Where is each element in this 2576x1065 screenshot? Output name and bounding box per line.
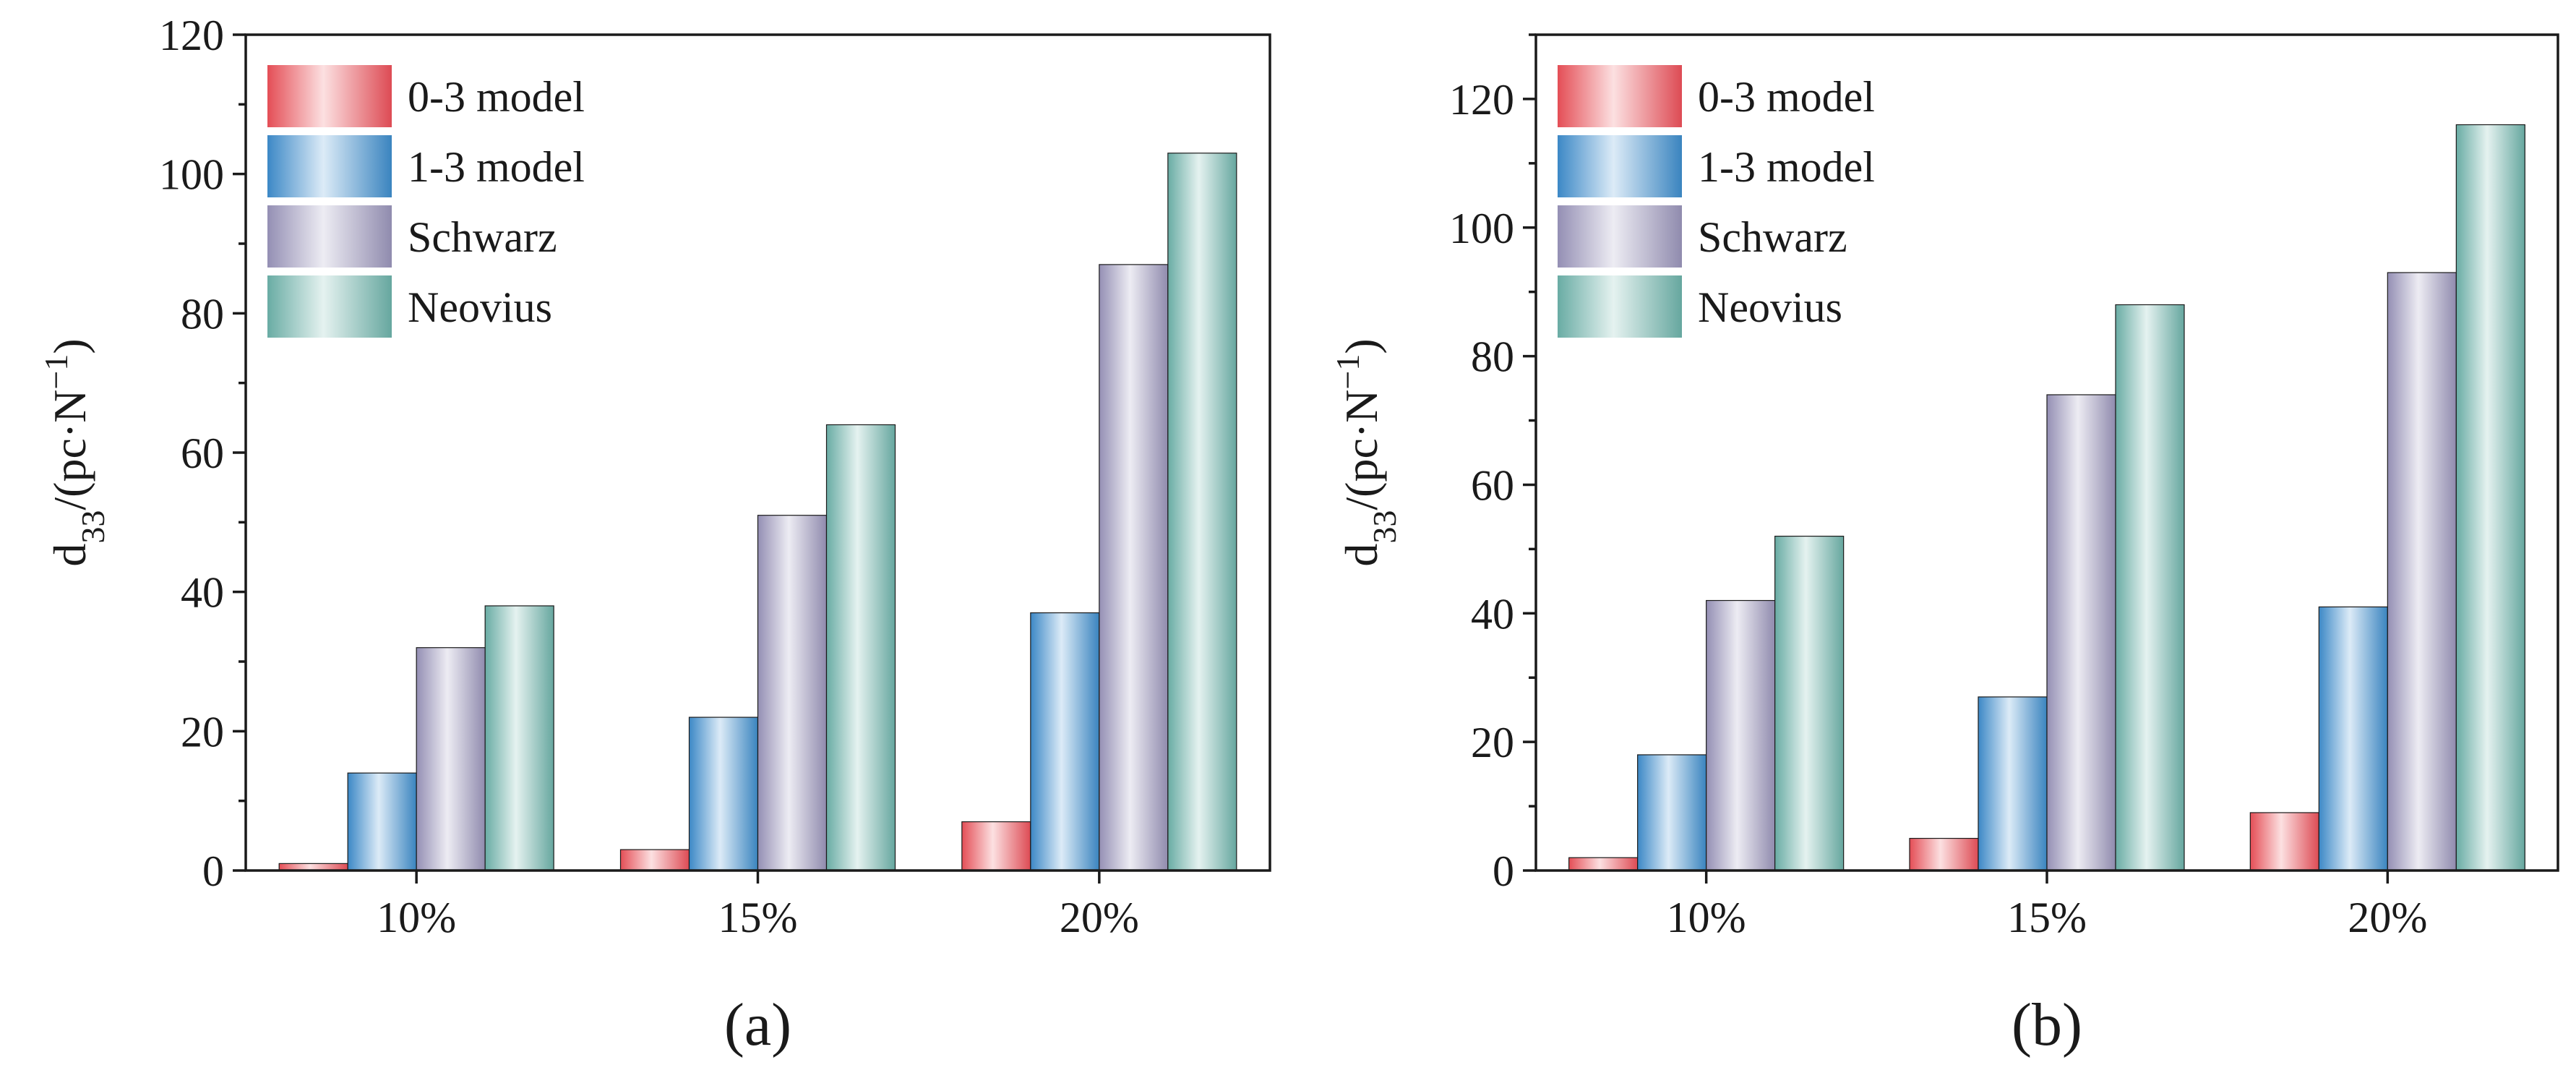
bar-1-3-model-20pct (2318, 606, 2388, 871)
y-label-close: ) (44, 338, 95, 354)
bar-0-3-model-15pct (1909, 837, 1979, 871)
x-tick-label: 15% (2007, 894, 2087, 941)
bar-schwarz-15pct (757, 515, 828, 871)
bar-1-3-model-10pct (347, 772, 417, 871)
bar-neovius-20pct (1167, 153, 1237, 871)
y-tick-label: 80 (181, 290, 224, 338)
y-tick-label: 0 (202, 847, 224, 895)
legend-label: 0-3 model (1698, 73, 1875, 121)
y-label-close: ) (1336, 338, 1387, 354)
legend-swatch-neovius (267, 275, 392, 338)
bar-schwarz-10pct (1706, 599, 1776, 871)
x-tick-label: 10% (377, 894, 456, 941)
bar-1-3-model-20pct (1030, 612, 1100, 871)
legend-swatch-schwarz (267, 205, 392, 268)
y-label-sub: 33 (74, 510, 111, 544)
bar-0-3-model-15pct (619, 849, 690, 871)
legend-swatch-neovius (1558, 275, 1682, 338)
bar-neovius-10pct (1774, 535, 1845, 871)
bar-neovius-15pct (2115, 304, 2185, 871)
legend-swatch-1-3-model (267, 135, 392, 197)
bar-schwarz-20pct (1099, 264, 1169, 871)
legend-label: 1-3 model (408, 143, 585, 191)
y-tick-label: 20 (181, 708, 224, 756)
legend-label: Neovius (408, 283, 552, 331)
chart-panel-a: 0 20 40 60 80 100 120 10% 15% 20% d33/(pc·N−1) 0-3 … (38, 12, 1271, 1058)
legend-swatch-0-3-model (1558, 65, 1682, 127)
y-tick-label: 0 (1493, 847, 1514, 895)
y-tick-label: 80 (1471, 333, 1514, 381)
y-label-base: d (44, 544, 95, 567)
legend-swatch-1-3-model (1558, 135, 1682, 197)
bar-1-3-model-15pct (688, 717, 759, 871)
y-tick-label: 100 (1449, 205, 1514, 252)
legend-label: 1-3 model (1698, 143, 1875, 191)
y-tick-label: 40 (181, 569, 224, 617)
bar-schwarz-10pct (416, 647, 486, 871)
bar-schwarz-15pct (2046, 394, 2116, 871)
panel-label: (b) (2012, 991, 2082, 1058)
y-tick-label: 40 (1471, 590, 1514, 638)
bar-1-3-model-15pct (1978, 696, 2048, 871)
x-tick-label: 20% (2348, 894, 2427, 941)
legend-swatch-schwarz (1558, 205, 1682, 268)
legend-label: Neovius (1698, 283, 1842, 331)
y-label-sup: −1 (38, 354, 74, 390)
bar-1-3-model-10pct (1637, 754, 1707, 871)
y-label-sup: −1 (1329, 354, 1366, 390)
bar-0-3-model-20pct (2249, 812, 2319, 871)
x-tick-label: 10% (1667, 894, 1746, 941)
bar-neovius-15pct (825, 424, 896, 871)
bar-0-3-model-20pct (961, 821, 1031, 871)
y-label-unit: /(pc·N (44, 390, 95, 510)
y-tick-label: 60 (1471, 461, 1514, 509)
panel-label: (a) (724, 991, 791, 1058)
y-label-unit: /(pc·N (1336, 390, 1387, 510)
y-axis-label: d33/(pc·N−1) (1329, 338, 1403, 566)
x-tick-label: 20% (1060, 894, 1139, 941)
legend-label: Schwarz (408, 213, 557, 261)
bar-neovius-10pct (484, 605, 554, 871)
y-label-sub: 33 (1366, 510, 1403, 544)
y-tick-label: 120 (1449, 76, 1514, 124)
x-tick-label: 15% (718, 894, 798, 941)
y-axis-label: d33/(pc·N−1) (38, 338, 111, 566)
bar-0-3-model-10pct (1568, 857, 1639, 871)
bar-neovius-20pct (2455, 124, 2525, 871)
legend-swatch-0-3-model (267, 65, 392, 127)
chart-panel-b: 0 20 40 60 80 100 120 10% 15% 20% d33/(pc·N−1) 0-3 … (1329, 33, 2559, 1058)
y-tick-label: 100 (159, 151, 224, 199)
legend-label: Schwarz (1698, 213, 1847, 261)
y-label-base: d (1336, 544, 1387, 567)
y-tick-label: 20 (1471, 719, 1514, 766)
y-tick-label: 60 (181, 429, 224, 477)
legend-label: 0-3 model (408, 73, 585, 121)
y-tick-label: 120 (159, 12, 224, 59)
bar-schwarz-20pct (2387, 272, 2457, 871)
